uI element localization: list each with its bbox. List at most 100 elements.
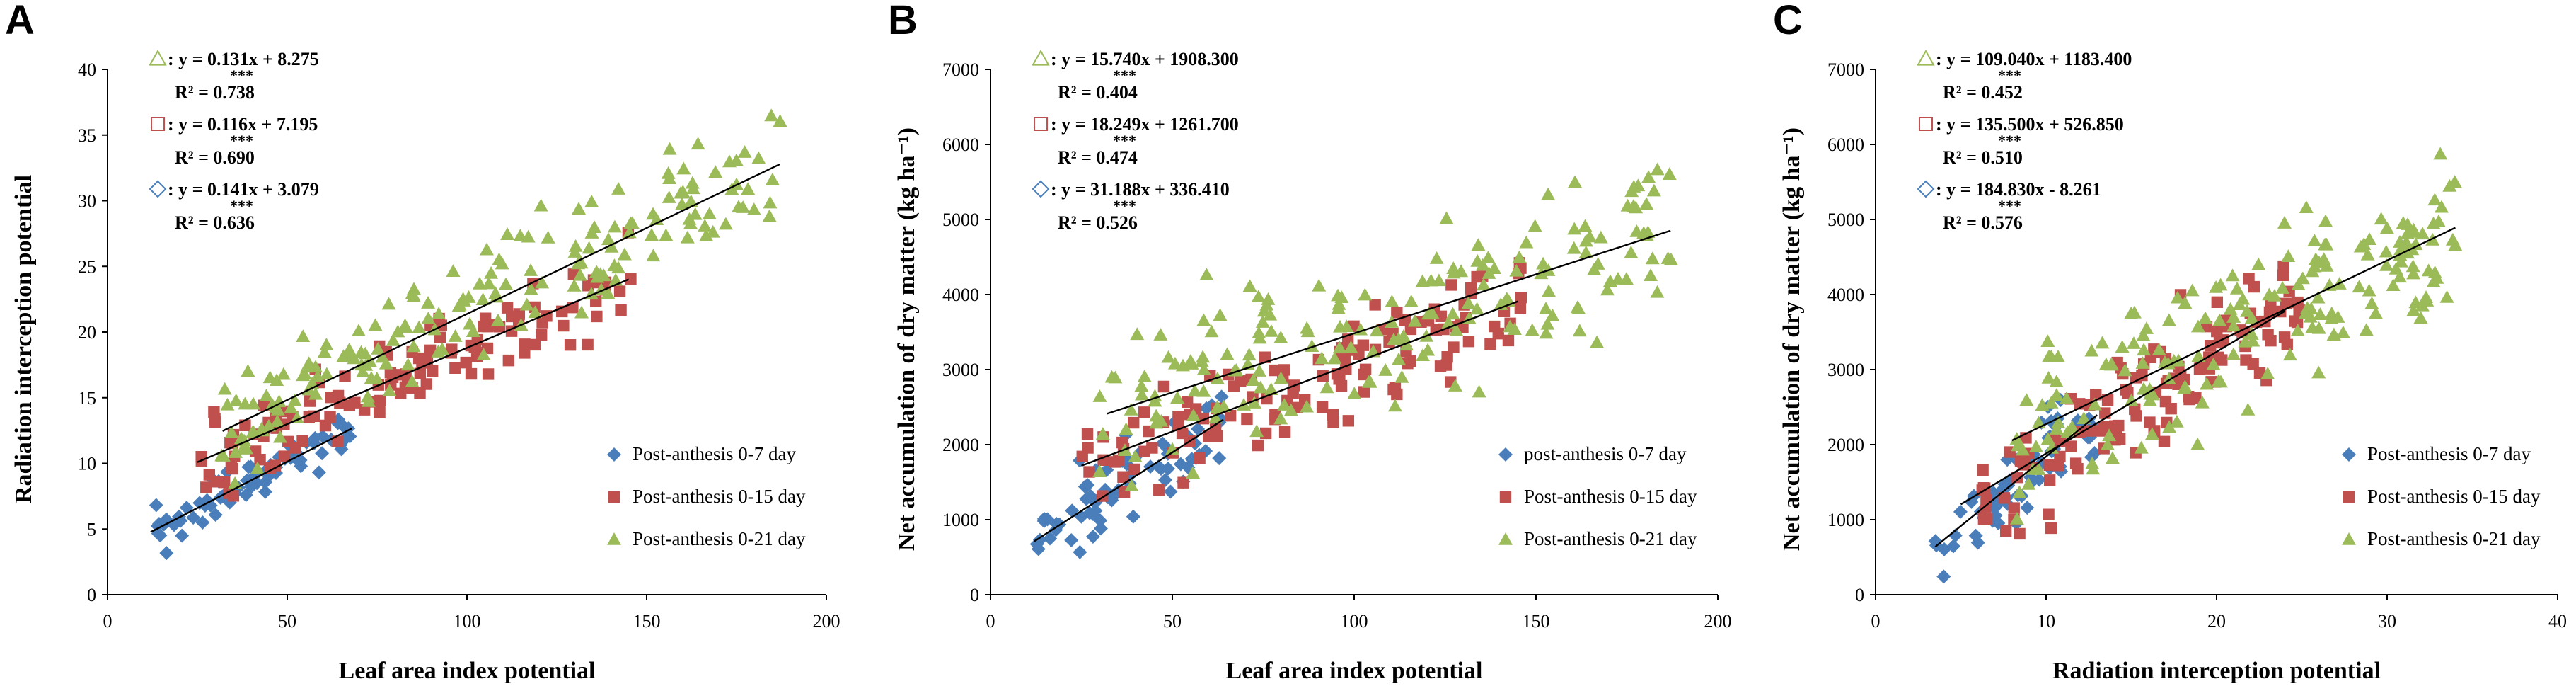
data-point-square (1128, 416, 1140, 429)
data-point-triangle (1641, 170, 1656, 183)
data-point-diamond (1191, 421, 1206, 436)
data-point-diamond (1970, 535, 1985, 550)
data-point-triangle (2212, 313, 2227, 326)
data-point-square (1492, 327, 1504, 340)
data-point-triangle (676, 161, 691, 175)
data-point-square (1977, 464, 1989, 476)
data-point-triangle (1387, 399, 1402, 412)
data-point-square (2014, 527, 2026, 540)
data-point-triangle (2267, 288, 2282, 302)
data-point-square (1448, 341, 1460, 353)
data-point-triangle (2359, 323, 2374, 336)
data-point-triangle (1170, 391, 1185, 404)
data-point-diamond (1126, 509, 1140, 524)
data-point-square (1252, 439, 1264, 452)
data-point-triangle (250, 461, 265, 474)
data-point-triangle (432, 307, 446, 320)
data-point-square (1278, 426, 1291, 438)
data-point-triangle (589, 265, 604, 278)
legend-marker-diamond-icon (1498, 447, 1513, 462)
data-point-triangle (718, 217, 733, 230)
data-point-triangle (484, 265, 499, 279)
regression-line (1034, 418, 1224, 542)
data-point-triangle (2353, 239, 2368, 253)
data-point-triangle (296, 329, 311, 343)
data-point-triangle (2028, 440, 2043, 452)
data-point-triangle (1183, 353, 1198, 367)
data-point-square (2277, 260, 2289, 273)
data-point-triangle (2311, 321, 2326, 334)
data-point-triangle (1392, 352, 1407, 365)
data-point-square (426, 365, 439, 377)
data-point-triangle (2009, 511, 2024, 525)
data-point-triangle (1130, 327, 1145, 341)
data-point-triangle (1092, 389, 1107, 402)
data-point-square (1445, 279, 1457, 291)
data-point-square (374, 406, 386, 418)
data-point-triangle (406, 339, 421, 353)
data-point-triangle (2195, 395, 2210, 409)
data-point-diamond (311, 465, 326, 480)
data-point-triangle (1469, 302, 1484, 315)
data-point-square (1117, 471, 1129, 483)
data-point-triangle (1571, 302, 1586, 315)
data-point-triangle (1431, 273, 1446, 287)
data-point-triangle (1175, 358, 1190, 372)
data-point-triangle (2040, 432, 2055, 445)
data-point-triangle (1247, 396, 1261, 409)
data-point-diamond (315, 446, 330, 461)
data-point-square (1980, 493, 1992, 506)
data-point-square (2065, 440, 2077, 452)
data-point-diamond (342, 429, 357, 444)
data-point-square (2211, 296, 2224, 308)
data-point-triangle (482, 276, 497, 290)
data-point-square (1440, 359, 1452, 371)
y-tick-label: 15 (78, 388, 96, 409)
data-point-triangle (683, 194, 698, 207)
data-point-square (1259, 351, 1271, 363)
equation-marker-square-icon (1918, 116, 1934, 132)
data-point-square (502, 354, 515, 367)
data-point-square (1358, 368, 1370, 381)
data-point-triangle (1471, 238, 1486, 251)
y-tick-label: 4000 (942, 285, 979, 305)
y-tick-label: 0 (87, 585, 96, 605)
data-point-triangle (1540, 316, 1555, 330)
data-point-triangle (336, 349, 351, 362)
data-point-triangle (1572, 324, 1587, 337)
data-point-square (1999, 525, 2012, 537)
significance-stars: *** (230, 132, 253, 149)
data-point-triangle (1378, 363, 1393, 376)
data-point-triangle (662, 142, 677, 155)
significance-stars: *** (1998, 67, 2021, 84)
data-point-square (413, 352, 425, 365)
data-point-triangle (572, 202, 587, 215)
data-point-square (465, 367, 478, 380)
data-point-diamond (1936, 542, 1951, 556)
data-point-triangle (572, 268, 587, 281)
data-point-triangle (1582, 229, 1597, 243)
data-point-triangle (2226, 319, 2241, 332)
regression-line (222, 163, 780, 432)
data-point-triangle (604, 239, 619, 253)
data-point-square (2129, 403, 2141, 416)
data-point-triangle (2225, 268, 2240, 282)
data-point-triangle (708, 165, 723, 178)
data-point-triangle (2260, 367, 2275, 379)
data-point-triangle (764, 108, 779, 122)
x-tick-label: 50 (278, 611, 296, 632)
y-tick-label: 1000 (942, 510, 979, 530)
significance-stars: *** (230, 197, 253, 215)
legend-label: Post-anthesis 0-7 day (2367, 443, 2531, 464)
data-point-triangle (1429, 251, 1444, 264)
data-point-triangle (1264, 324, 1278, 337)
data-point-triangle (2115, 340, 2130, 353)
data-point-triangle (407, 282, 422, 295)
regression-line (1934, 414, 2098, 548)
data-point-triangle (2313, 307, 2328, 320)
data-point-triangle (2049, 422, 2064, 435)
data-point-triangle (1242, 279, 1257, 292)
x-tick-label: 200 (1704, 611, 1732, 632)
data-point-square (625, 273, 637, 285)
y-tick-label: 6000 (942, 135, 979, 155)
